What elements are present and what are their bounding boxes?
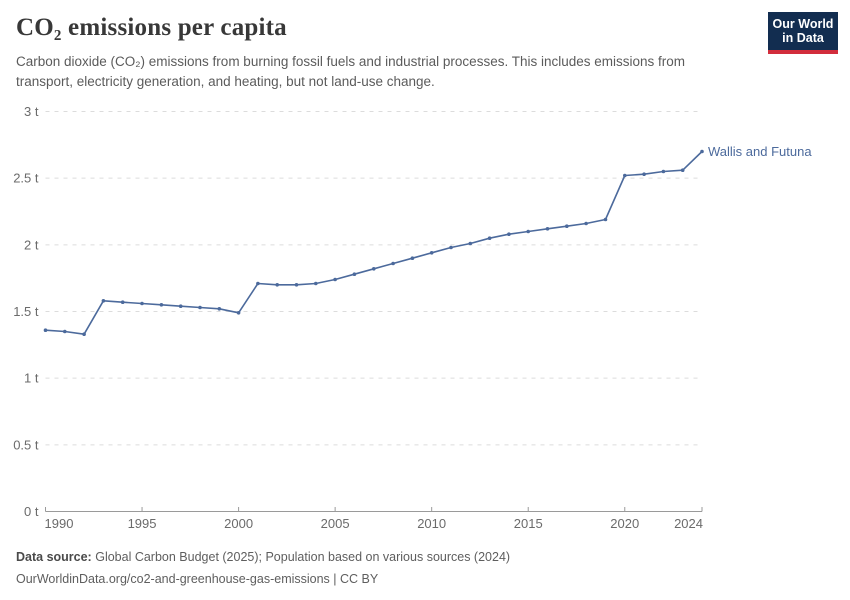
data-point	[507, 232, 511, 236]
data-point	[526, 229, 530, 234]
x-axis-label: 2005	[321, 516, 350, 531]
data-point	[217, 307, 222, 311]
data-point	[603, 217, 608, 222]
data-point	[82, 332, 86, 337]
chart-subtitle-line-1: Carbon dioxide (CO₂) emissions from burn…	[16, 54, 686, 69]
x-axis-label: 1995	[128, 516, 157, 531]
owid-logo-line-2: in Data	[782, 31, 824, 45]
chart-title: CO₂ emissions per capita	[16, 14, 287, 41]
data-point	[198, 305, 202, 310]
data-point	[101, 299, 106, 303]
data-point	[63, 329, 67, 334]
data-point	[333, 277, 337, 282]
owid-logo-red-bar	[768, 50, 838, 54]
owid-logo-text: Our World in Data	[768, 12, 838, 50]
footer-source-prefix: Data source:	[16, 550, 92, 564]
data-point	[391, 261, 395, 266]
footer-source-text: Global Carbon Budget (2025); Population …	[95, 550, 511, 564]
data-point	[120, 300, 125, 305]
data-point	[236, 311, 241, 315]
data-point	[468, 241, 473, 246]
x-axis-label: 2020	[610, 516, 639, 531]
data-point	[140, 301, 144, 306]
chart-subtitle: Carbon dioxide (CO₂) emissions from burn…	[16, 52, 685, 91]
x-axis-label: 1990	[45, 516, 74, 531]
owid-logo: Our World in Data	[768, 12, 838, 54]
data-point	[584, 221, 588, 226]
data-point	[159, 303, 164, 307]
data-point	[487, 236, 492, 240]
data-point	[642, 172, 646, 176]
x-axis-label: 2015	[514, 516, 543, 531]
data-point	[256, 281, 260, 286]
y-axis-label: 3 t	[24, 104, 39, 119]
y-axis-label: 2 t	[24, 237, 39, 252]
data-point	[275, 283, 280, 287]
chart-footer: Data source: Global Carbon Budget (2025)…	[16, 547, 510, 590]
series-line-wallis-and-futuna	[44, 150, 703, 336]
x-axis-label: 2024	[674, 516, 703, 531]
data-point	[449, 245, 453, 250]
data-point	[680, 168, 685, 172]
data-point	[352, 272, 357, 277]
footer-source-line: Data source: Global Carbon Budget (2025)…	[16, 547, 510, 569]
x-axis-label: 2000	[224, 516, 253, 531]
data-point	[661, 169, 666, 174]
series-label: Wallis and Futuna	[708, 144, 812, 159]
data-point	[314, 281, 318, 286]
y-axis-label: 0.5 t	[13, 437, 39, 452]
data-point	[178, 304, 183, 309]
data-point	[410, 256, 415, 261]
data-point	[623, 173, 627, 178]
data-point	[294, 283, 299, 287]
y-axis-label: 1 t	[24, 371, 39, 386]
y-axis-label: 2.5 t	[13, 171, 39, 186]
data-point	[545, 227, 550, 231]
y-axis-label: 1.5 t	[13, 304, 39, 319]
footer-url-line: OurWorldinData.org/co2-and-greenhouse-ga…	[16, 571, 379, 586]
data-point	[43, 328, 48, 333]
data-point	[565, 224, 569, 228]
x-axis-label: 2010	[417, 516, 446, 531]
data-point	[372, 267, 376, 271]
owid-logo-line-1: Our World	[772, 17, 834, 31]
chart-subtitle-line-2: transport, electricity generation, and h…	[16, 73, 435, 89]
y-axis-label: 0 t	[24, 504, 39, 519]
data-point	[429, 251, 434, 255]
data-point	[700, 149, 704, 154]
